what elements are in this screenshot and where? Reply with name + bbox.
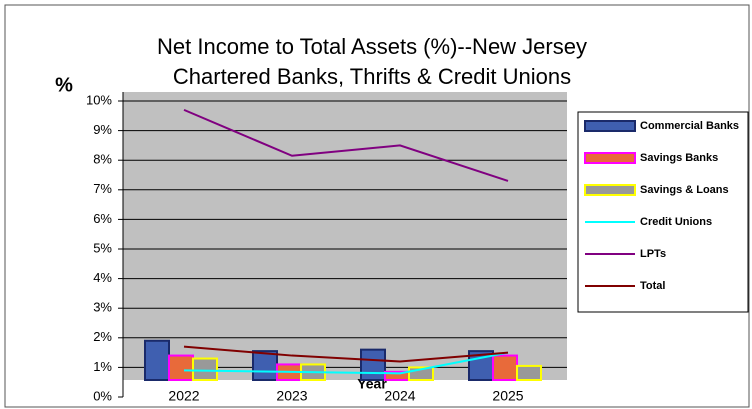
bar — [516, 364, 542, 382]
legend-label: Commercial Banks — [640, 120, 739, 132]
y-tick-label: 6% — [93, 211, 112, 226]
y-tick-label: 9% — [93, 122, 112, 137]
bar — [252, 350, 278, 381]
bar — [492, 354, 518, 381]
chart-title: Chartered Banks, Thrifts & Credit Unions — [173, 64, 571, 89]
legend-label: LPTs — [640, 248, 666, 260]
y-tick-label: 8% — [93, 152, 112, 167]
bar — [168, 354, 194, 381]
chart-title: Net Income to Total Assets (%)--New Jers… — [157, 34, 587, 59]
y-tick-label: 1% — [93, 359, 112, 374]
y-tick-label: 0% — [93, 388, 112, 403]
y-tick-label: 5% — [93, 240, 112, 255]
y-tick-label: 2% — [93, 329, 112, 344]
y-tick-label: 10% — [86, 92, 112, 107]
legend-label: Total — [640, 280, 665, 292]
line — [183, 108, 509, 182]
bar — [360, 348, 386, 382]
x-tick-label: 2024 — [384, 388, 415, 404]
bar — [144, 339, 170, 382]
legend-label: Credit Unions — [640, 216, 712, 228]
legend-label: Savings & Loans — [640, 184, 729, 196]
legend-swatch — [584, 184, 636, 196]
y-axis-label: % — [55, 74, 73, 96]
line — [183, 351, 509, 375]
legend-label: Savings Banks — [640, 152, 718, 164]
legend — [577, 111, 749, 313]
x-tick-label: 2023 — [276, 388, 307, 404]
y-tick-label: 3% — [93, 300, 112, 315]
bar — [192, 357, 218, 381]
legend-swatch — [584, 120, 636, 132]
y-tick-label: 4% — [93, 270, 112, 285]
y-tick-label: 7% — [93, 181, 112, 196]
legend-swatch — [584, 152, 636, 164]
plot-area — [123, 92, 567, 380]
x-tick-label: 2022 — [168, 388, 199, 404]
x-tick-label: 2025 — [492, 388, 523, 404]
line — [183, 345, 509, 363]
